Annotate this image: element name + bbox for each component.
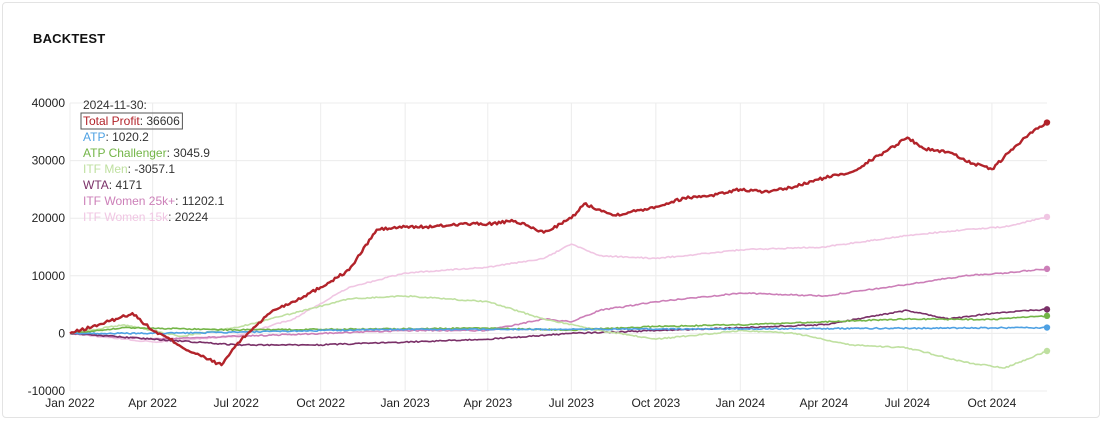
y-axis-ticks: 40000 30000 20000 10000 0 -10000 bbox=[28, 96, 66, 398]
legend-entry: ATP Challenger: 3045.9 bbox=[83, 146, 210, 160]
legend-entry: ITF Men: -3057.1 bbox=[83, 162, 175, 176]
legend-highlight-box bbox=[80, 112, 183, 130]
legend-entry: ITF Women 15k: 20224 bbox=[83, 210, 209, 224]
legend-entry: ITF Women 25k+: 11202.1 bbox=[83, 194, 225, 208]
series-line-itf-women-25k-[interactable] bbox=[69, 267, 1048, 341]
legend-series-value: : 20224 bbox=[168, 210, 208, 224]
y-tick-label: 40000 bbox=[32, 96, 66, 110]
x-tick-label: Jul 2022 bbox=[214, 396, 260, 410]
series-endpoint bbox=[1043, 306, 1051, 313]
legend-date: 2024-11-30: bbox=[83, 98, 147, 112]
x-axis-ticks: Jan 2022 Apr 2022 Jul 2022 Oct 2022 Jan 2023… bbox=[45, 396, 1016, 410]
x-tick-label: Jan 2024 bbox=[716, 396, 766, 410]
x-tick-label: Oct 2023 bbox=[631, 396, 680, 410]
series-line-itf-men[interactable] bbox=[69, 294, 1048, 369]
legend-series-name: ITF Women 25k+ bbox=[83, 194, 175, 208]
grid-lines bbox=[69, 102, 1047, 392]
y-tick-label: 20000 bbox=[32, 211, 66, 225]
legend-series-name: ITF Men bbox=[83, 162, 128, 176]
series-endpoint bbox=[1043, 265, 1051, 273]
legend-series-name: WTA bbox=[83, 178, 109, 192]
x-tick-label: Jan 2022 bbox=[45, 396, 95, 410]
x-tick-label: Apr 2024 bbox=[800, 396, 849, 410]
legend-series-name: Total Profit bbox=[83, 114, 140, 128]
legend-series-value: : 11202.1 bbox=[175, 194, 224, 208]
y-tick-label: 30000 bbox=[32, 154, 66, 168]
panel-title: BACKTEST bbox=[33, 31, 106, 46]
series-endpoint bbox=[1043, 312, 1051, 320]
x-tick-label: Apr 2023 bbox=[463, 396, 512, 410]
x-tick-label: Oct 2022 bbox=[296, 396, 345, 410]
legend-entry: WTA: 4171 bbox=[83, 178, 142, 192]
y-tick-label: -10000 bbox=[28, 384, 66, 398]
legend-series-name: ATP Challenger bbox=[83, 146, 167, 160]
legend-series-value: : 3045.9 bbox=[167, 146, 211, 160]
legend-series-value: : 36606 bbox=[140, 114, 180, 128]
legend-series-value: : -3057.1 bbox=[128, 162, 176, 176]
legend-entry: Total Profit: 36606 bbox=[83, 114, 180, 128]
legend-series-name: ATP bbox=[83, 130, 105, 144]
x-tick-label: Jan 2023 bbox=[380, 396, 430, 410]
series-line-wta[interactable] bbox=[69, 308, 1048, 347]
series-endpoint bbox=[1043, 213, 1051, 221]
x-tick-label: Apr 2022 bbox=[128, 396, 177, 410]
legend-series-name: ITF Women 15k bbox=[83, 210, 169, 224]
series-endpoint bbox=[1043, 347, 1051, 355]
x-tick-label: Jul 2023 bbox=[549, 396, 595, 410]
series-line-itf-women-15k[interactable] bbox=[69, 216, 1048, 344]
series-line-atp[interactable] bbox=[70, 326, 1048, 335]
series-endpoint bbox=[1043, 119, 1051, 126]
x-tick-label: Jul 2024 bbox=[885, 396, 931, 410]
series-line-total-profit[interactable] bbox=[69, 121, 1048, 367]
series-endpoint bbox=[1043, 324, 1051, 331]
legend-series-value: : 4171 bbox=[109, 178, 143, 192]
legend: 2024-11-30: Total Profit: 36606 ATP: 1020.… bbox=[80, 98, 225, 224]
legend-entry: ATP: 1020.2 bbox=[83, 130, 149, 144]
y-tick-label: 10000 bbox=[32, 269, 66, 283]
x-tick-label: Oct 2024 bbox=[968, 396, 1017, 410]
y-tick-label: 0 bbox=[58, 326, 65, 340]
series-lines bbox=[69, 119, 1051, 369]
legend-series-value: : 1020.2 bbox=[105, 130, 149, 144]
